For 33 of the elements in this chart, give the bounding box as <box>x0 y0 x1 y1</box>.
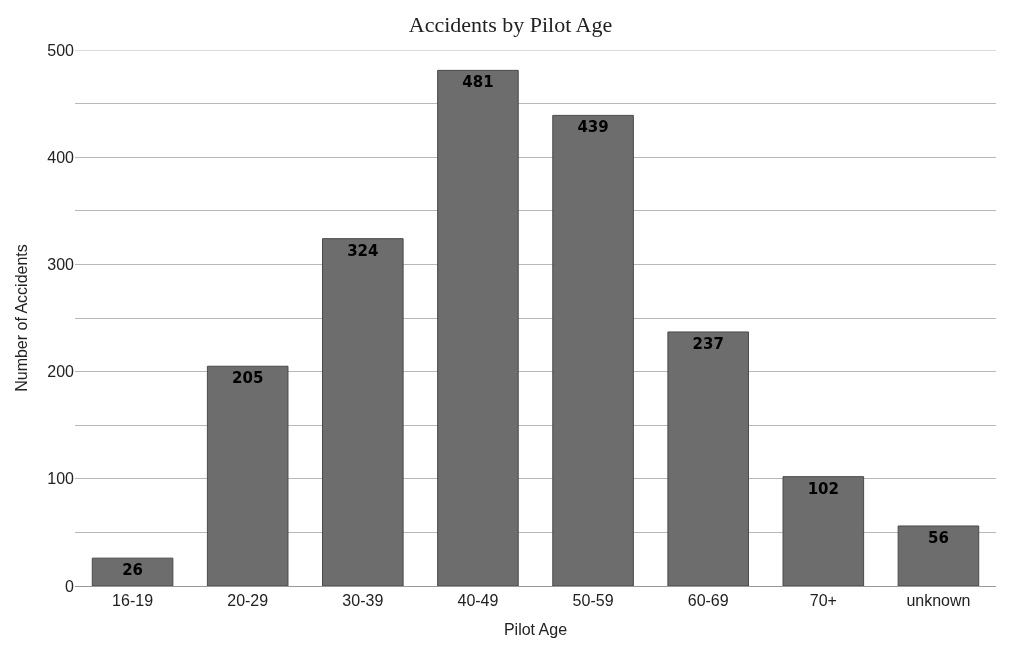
data-label: 324 <box>347 241 379 260</box>
x-tick-label: 30-39 <box>342 592 384 610</box>
y-axis-title: Number of Accidents <box>13 244 31 392</box>
chart-title: Accidents by Pilot Age <box>408 11 613 37</box>
bar <box>667 331 749 586</box>
y-tick-label: 300 <box>47 256 75 273</box>
y-tick-label: 200 <box>47 363 75 381</box>
data-label: 102 <box>807 479 839 498</box>
y-tick-label: 400 <box>47 148 75 166</box>
x-tick-label: 60-69 <box>687 592 729 610</box>
y-tick-label: 500 <box>47 41 75 59</box>
bar <box>437 69 519 586</box>
data-label: 237 <box>692 334 724 353</box>
data-label: 481 <box>462 73 494 92</box>
bar <box>91 557 174 586</box>
data-label: 56 <box>928 528 949 547</box>
data-label: 26 <box>122 561 143 580</box>
bar <box>322 238 404 586</box>
bar <box>552 114 634 586</box>
data-label: 439 <box>577 118 609 137</box>
bar <box>897 525 980 586</box>
x-tick-label: 20-29 <box>227 592 269 610</box>
x-tick-label: 16-19 <box>112 592 154 610</box>
y-tick-label: 100 <box>47 470 75 488</box>
x-tick-label: 50-59 <box>572 592 614 610</box>
x-tick-label: 70+ <box>809 592 837 610</box>
bar <box>206 365 289 586</box>
data-label: 205 <box>232 369 264 388</box>
bar <box>782 476 865 586</box>
x-tick-label: unknown <box>906 592 971 610</box>
x-axis-title: Pilot Age <box>503 620 568 638</box>
x-tick-label: 40-49 <box>457 592 499 610</box>
y-tick-label: 0 <box>65 577 75 595</box>
